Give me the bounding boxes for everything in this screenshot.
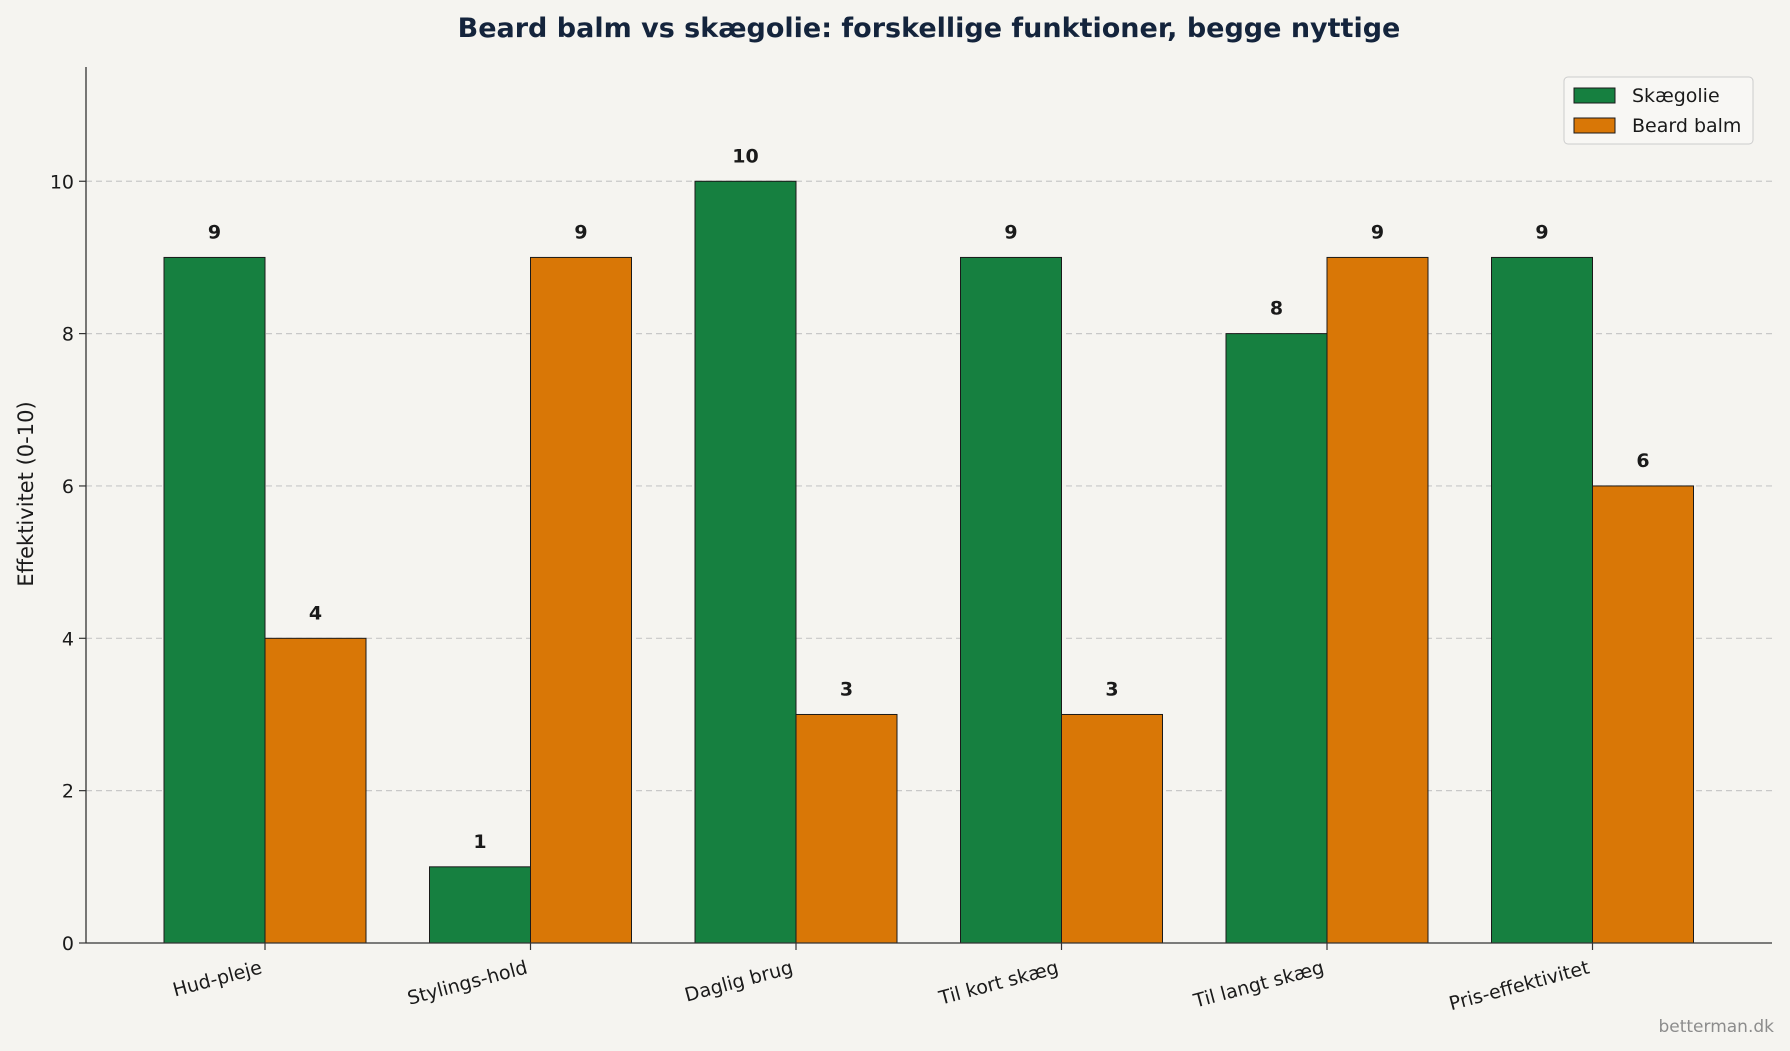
legend-swatch: [1573, 87, 1616, 104]
bar-value-label: 9: [1535, 221, 1548, 243]
bar-skaegolie: [960, 256, 1062, 944]
bar-value-label: 10: [732, 145, 758, 167]
axes: [85, 67, 1772, 944]
x-tick-label: Daglig brug: [682, 957, 795, 1007]
bar-value-label: 3: [840, 678, 853, 700]
bar-skaegolie: [163, 256, 266, 944]
bar-value-label: 8: [1270, 298, 1283, 320]
bar-value-label: 4: [309, 602, 322, 624]
x-tick-label: Til kort skæg: [936, 957, 1061, 1010]
y-tick-label: 8: [62, 324, 74, 346]
bar-value-label: 1: [473, 831, 486, 853]
bar-value-label: 6: [1636, 450, 1649, 472]
bar-beard-balm: [530, 256, 632, 944]
bar-skaegolie: [1491, 256, 1593, 944]
bar-beard-balm: [1592, 485, 1694, 944]
bar-beard-balm: [1061, 713, 1163, 944]
y-axis-label: Effektivitet (0-10): [14, 401, 38, 586]
x-tick-label: Pris-effektivitet: [1447, 957, 1592, 1016]
y-tick-label: 10: [50, 171, 74, 193]
x-tick-label: Til langt skæg: [1190, 957, 1326, 1013]
bars: [163, 180, 1694, 944]
bar-beard-balm: [1326, 256, 1429, 944]
watermark: betterman.dk: [1658, 1017, 1774, 1037]
bar-skaegolie: [429, 866, 531, 944]
legend-swatch: [1573, 117, 1616, 134]
x-tick-label: Stylings-hold: [405, 957, 530, 1010]
x-tick-label: Hud-pleje: [170, 957, 264, 1002]
chart-title: Beard balm vs skægolie: forskellige funk…: [458, 13, 1401, 44]
bar-value-label: 9: [574, 221, 587, 243]
bar-value-label: 9: [1004, 221, 1017, 243]
bar-skaegolie: [1225, 333, 1328, 944]
bar-value-label: 9: [208, 221, 221, 243]
bar-skaegolie: [694, 180, 797, 944]
y-tick-label: 2: [62, 781, 74, 803]
bar-beard-balm: [795, 713, 898, 944]
y-ticks: 0 2 4 6 8 10: [50, 171, 86, 955]
y-tick-label: 0: [62, 933, 74, 955]
bar-beard-balm: [264, 637, 367, 944]
y-tick-label: 4: [62, 628, 74, 650]
bar-value-label: 3: [1105, 678, 1118, 700]
legend: Skægolie Beard balm: [1563, 76, 1754, 145]
x-ticks: Hud-pleje Stylings-hold Daglig brug Til kor…: [170, 943, 1594, 1016]
y-tick-label: 6: [62, 476, 74, 498]
value-labels: 9 4 1 9 10 3 9 3 8 9 9 6: [208, 145, 1650, 853]
bar-value-label: 9: [1371, 221, 1384, 243]
legend-label: Beard balm: [1632, 115, 1741, 137]
legend-label: Skægolie: [1632, 85, 1720, 107]
